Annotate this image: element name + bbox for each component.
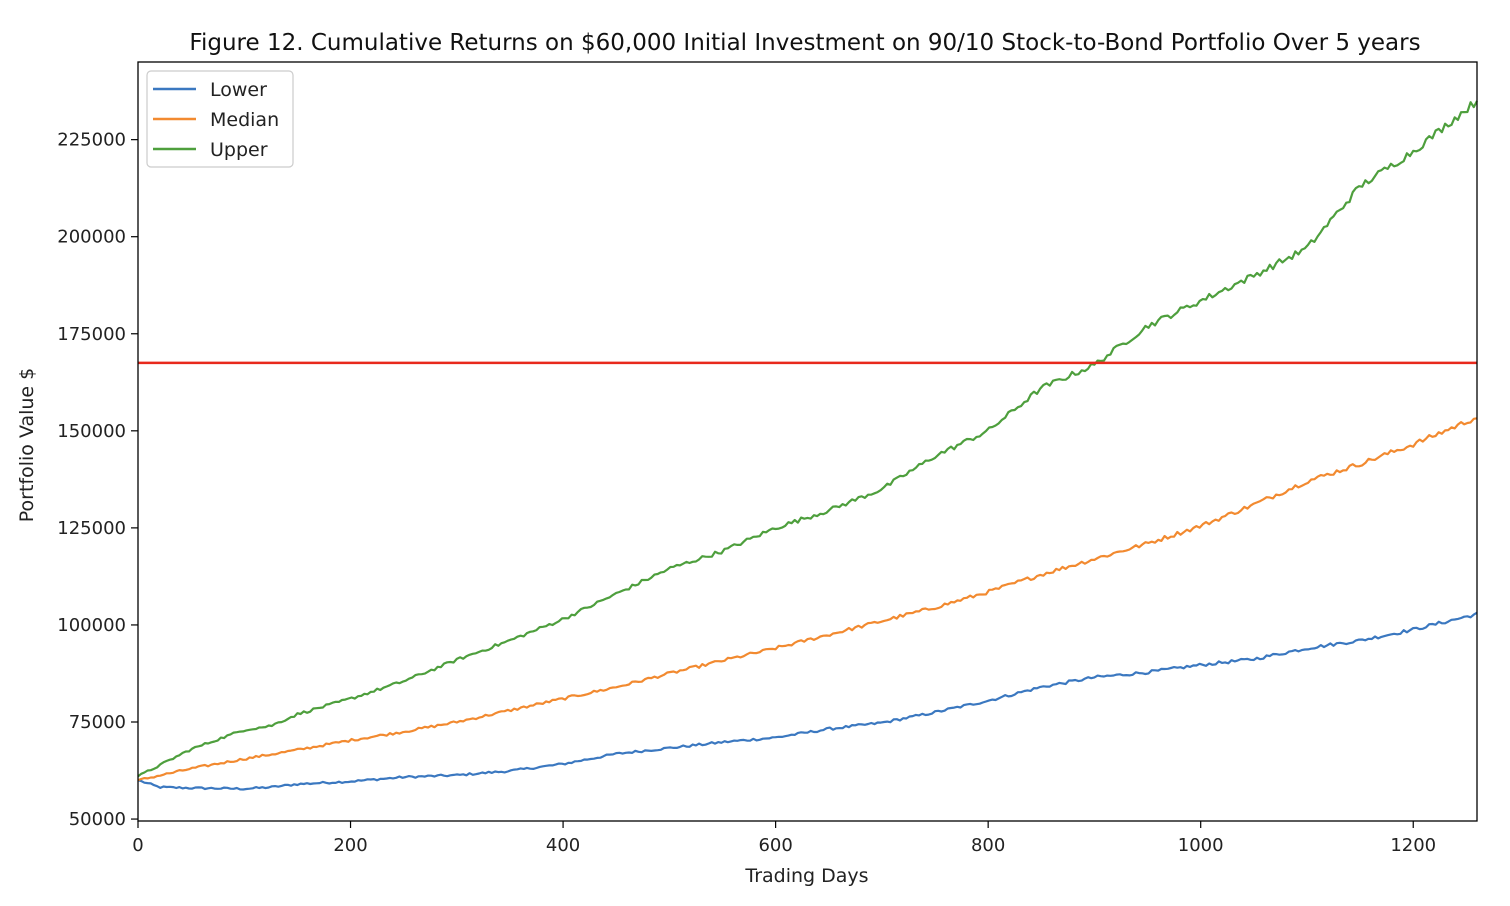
- y-tick-label: 100000: [57, 615, 126, 636]
- x-tick-label: 600: [758, 835, 792, 856]
- legend: Lower Median Upper: [146, 70, 294, 168]
- y-tick-label: 125000: [57, 518, 126, 539]
- y-tick-label: 225000: [57, 130, 126, 151]
- series-line-upper: [137, 100, 1478, 778]
- y-axis-label: Portfolio Value $: [16, 368, 38, 523]
- y-tick-label: 150000: [57, 421, 126, 442]
- legend-label-lower: Lower: [210, 79, 267, 101]
- plot-frame: [137, 61, 1478, 822]
- x-tick-label: 800: [971, 835, 1005, 856]
- x-tick-label: 200: [333, 835, 367, 856]
- x-tick-label: 1200: [1390, 835, 1436, 856]
- y-tick-label: 50000: [69, 809, 126, 830]
- y-tick-label: 75000: [69, 712, 126, 733]
- chart-title: Figure 12. Cumulative Returns on $60,000…: [189, 30, 1420, 56]
- x-axis-label: Trading Days: [744, 865, 868, 887]
- legend-label-median: Median: [210, 109, 279, 131]
- y-tick-label: 175000: [57, 324, 126, 345]
- series-line-median: [137, 417, 1478, 782]
- legend-box: [146, 70, 294, 168]
- y-axis-ticks: 50000 75000 100000 125000 150000 175000 200000…: [57, 130, 138, 830]
- series-line-lower: [137, 611, 1478, 791]
- x-tick-label: 400: [546, 835, 580, 856]
- legend-label-upper: Upper: [210, 139, 268, 161]
- plot-marks: [137, 100, 1478, 791]
- x-tick-label: 0: [132, 835, 143, 856]
- y-tick-label: 200000: [57, 227, 126, 248]
- x-tick-label: 1000: [1178, 835, 1224, 856]
- x-axis-ticks: 0 200 400 600 800 1000 1200: [132, 821, 1436, 856]
